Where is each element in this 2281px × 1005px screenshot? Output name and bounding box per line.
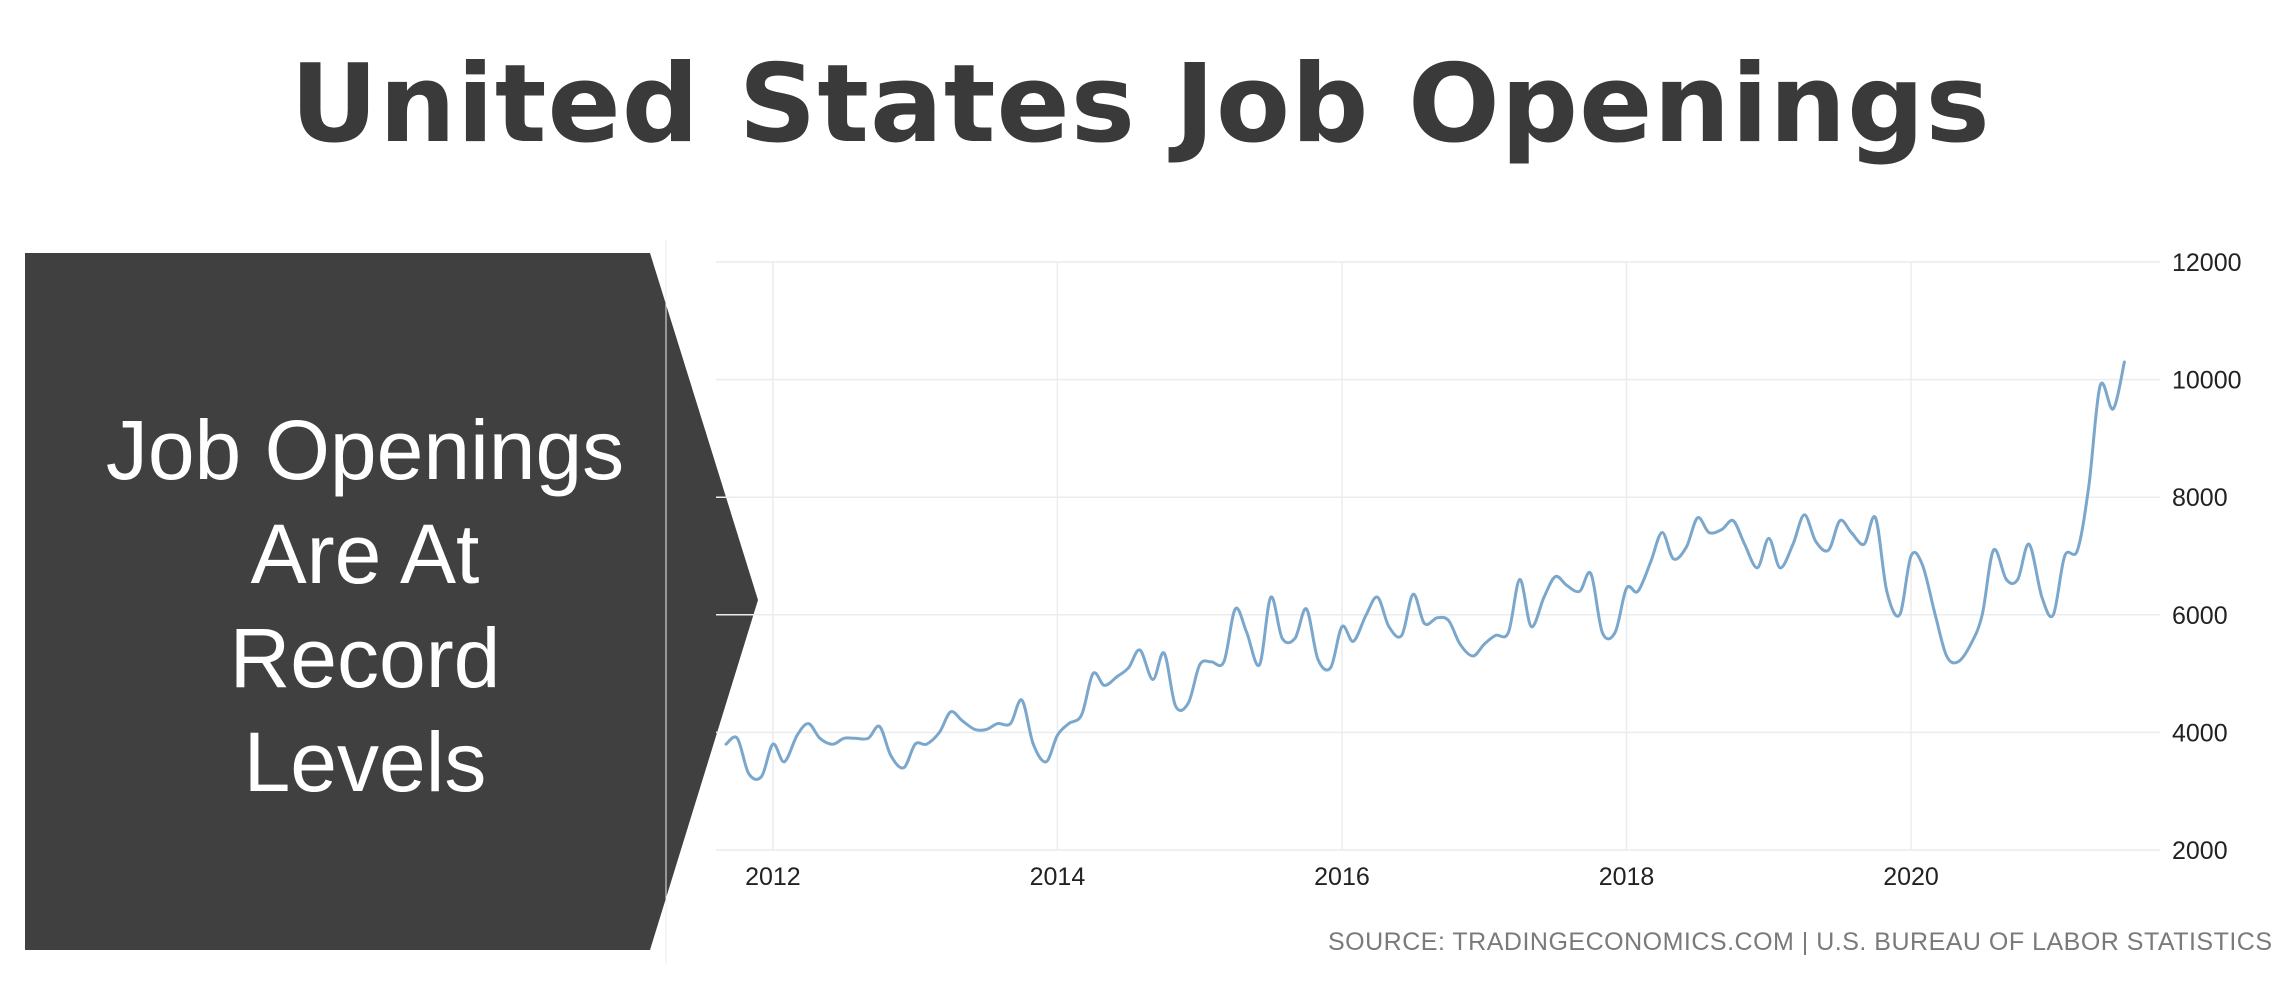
x-tick-label: 2020 [1883, 863, 1939, 891]
x-tick-label: 2012 [745, 863, 801, 891]
source-note: SOURCE: TRADINGECONOMICS.COM | U.S. BURE… [1328, 928, 2273, 956]
job-openings-line [724, 360, 2126, 781]
callout-line-2: Are At [250, 507, 480, 601]
x-tick-label: 2016 [1314, 863, 1370, 891]
y-tick-label: 4000 [2172, 719, 2228, 747]
y-tick-label: 12000 [2172, 249, 2242, 277]
chart-grid [716, 261, 2160, 851]
y-tick-label: 6000 [2172, 602, 2228, 630]
chart-series [724, 360, 2126, 781]
chart-axes: 2000 4000 6000 8000 10000 12000 2012 2014 2016 20… [665, 240, 2242, 965]
callout-line-4: Levels [243, 715, 487, 809]
callout-text: Job Openings Are At Record Levels [60, 398, 670, 814]
page-title: United States Job Openings [290, 42, 1991, 167]
y-tick-label: 8000 [2172, 484, 2228, 512]
callout-line-3: Record [229, 611, 501, 705]
y-tick-label: 2000 [2172, 837, 2228, 865]
x-tick-label: 2014 [1030, 863, 1086, 891]
y-tick-label: 10000 [2172, 367, 2242, 395]
x-tick-label: 2018 [1599, 863, 1655, 891]
callout-line-1: Job Openings [105, 403, 625, 497]
